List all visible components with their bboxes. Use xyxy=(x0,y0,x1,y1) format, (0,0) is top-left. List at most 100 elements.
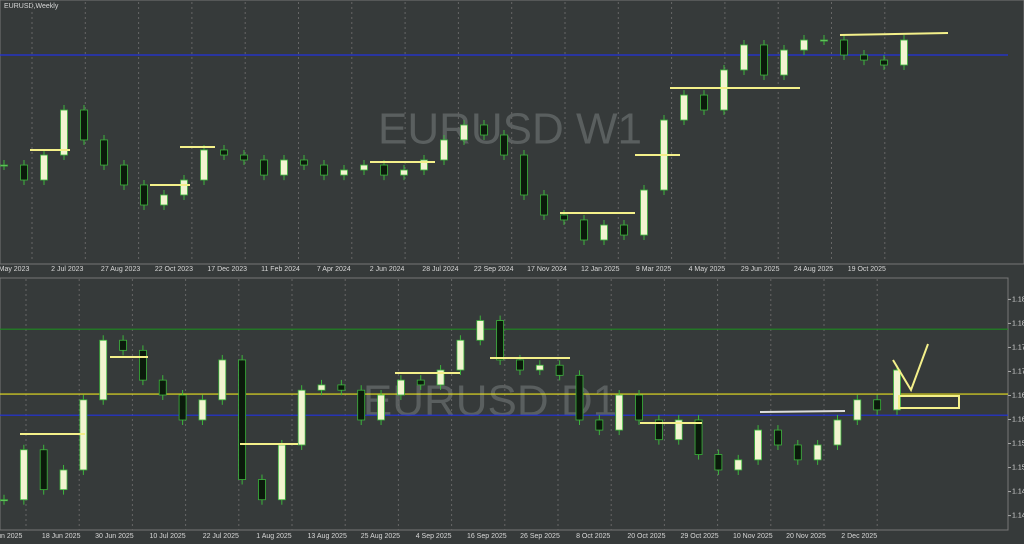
candle-body xyxy=(580,219,588,241)
candle-body xyxy=(420,159,428,171)
candle-body xyxy=(880,59,888,66)
candle-body xyxy=(360,164,368,171)
candle-body xyxy=(860,54,868,61)
candle-body xyxy=(654,419,663,441)
time-label: 2 Jun 2024 xyxy=(370,266,405,273)
candle-body xyxy=(600,224,608,241)
watermark: EURUSD W1 xyxy=(378,105,642,154)
candle-body xyxy=(380,164,388,176)
candle-body xyxy=(820,39,828,42)
candle-body xyxy=(198,399,207,421)
candle-body xyxy=(436,369,445,386)
time-label: May 2023 xyxy=(0,266,29,273)
candle-body xyxy=(357,389,366,421)
candle-body xyxy=(595,419,604,431)
time-label: 20 Oct 2025 xyxy=(627,533,665,540)
time-label: 8 Oct 2025 xyxy=(576,533,610,540)
time-label: 10 Jul 2025 xyxy=(149,533,185,540)
time-label: 1 Aug 2025 xyxy=(256,533,292,540)
time-label: 10 Nov 2025 xyxy=(733,533,773,540)
time-label: 22 Sep 2024 xyxy=(474,266,514,273)
candle-body xyxy=(160,194,168,206)
time-label: 19 Oct 2025 xyxy=(848,266,886,273)
time-label: 24 Aug 2025 xyxy=(794,266,833,273)
price-label: 1.185 xyxy=(1012,296,1024,303)
watermark: EURUSD D1 xyxy=(363,377,617,426)
time-label: 4 May 2025 xyxy=(689,266,726,273)
candle-body xyxy=(200,149,208,181)
candle-body xyxy=(258,479,266,501)
candle-body xyxy=(158,379,167,396)
candle-body xyxy=(39,449,48,491)
candle-body xyxy=(377,394,385,421)
candle-body xyxy=(300,159,308,166)
candle-body xyxy=(893,369,901,411)
candle-body xyxy=(840,39,848,56)
candle-body xyxy=(734,459,743,471)
candle-body xyxy=(853,399,862,421)
time-label: 13 Aug 2025 xyxy=(308,533,347,540)
price-label: 1.15 xyxy=(1012,464,1024,471)
candle-body xyxy=(833,419,842,446)
candle-body xyxy=(40,154,48,181)
candle-body xyxy=(60,109,68,156)
time-label: 17 Nov 2024 xyxy=(527,266,567,273)
candle-body xyxy=(456,339,465,371)
chart-title: EURUSD,Weekly xyxy=(4,3,59,10)
candle-body xyxy=(260,159,268,176)
price-label: 1.18 xyxy=(1012,320,1024,327)
time-label: 27 Aug 2023 xyxy=(101,266,140,273)
time-label: 9 Mar 2025 xyxy=(636,266,672,273)
candle-body xyxy=(555,364,564,376)
candle-body xyxy=(780,49,788,76)
candle-body xyxy=(100,139,108,166)
candle-body xyxy=(180,179,188,196)
price-label: 1.155 xyxy=(1012,440,1024,447)
daily-chart: Jun 2025 18 Jun 2025 30 Jun 2025 10 Jul 202… xyxy=(0,279,1024,540)
annotation xyxy=(759,410,846,413)
candle-body xyxy=(220,149,228,156)
candle-body xyxy=(500,134,508,156)
candle-body xyxy=(139,349,147,381)
candle-body xyxy=(760,44,768,76)
candle-body xyxy=(238,359,247,480)
candle-body xyxy=(59,469,68,491)
time-label: 30 Jun 2025 xyxy=(95,533,134,540)
time-label: 2 Jul 2023 xyxy=(51,266,83,273)
candle-body xyxy=(694,419,703,455)
candle-body xyxy=(277,444,286,501)
candle-body xyxy=(535,364,544,371)
candle-body xyxy=(774,429,782,446)
time-label: 7 Apr 2024 xyxy=(317,266,351,273)
candle-body xyxy=(416,379,425,386)
candle-body xyxy=(20,164,28,181)
candle-body xyxy=(297,389,306,446)
time-label: 18 Jun 2025 xyxy=(42,533,81,540)
weekly-chart: May 2023 2 Jul 2023 27 Aug 2023 22 Oct 2023… xyxy=(0,2,1008,273)
candle-body xyxy=(813,444,822,461)
candle-body xyxy=(700,94,708,111)
daily-panel xyxy=(0,277,1009,531)
price-label: 1.16 xyxy=(1012,416,1024,423)
time-label: 12 Jan 2025 xyxy=(581,266,620,273)
price-label: 1.14 xyxy=(1012,512,1024,519)
candle-body xyxy=(400,169,408,176)
time-label: 22 Jul 2025 xyxy=(203,533,239,540)
candle-body xyxy=(337,384,346,391)
candle-body xyxy=(740,44,748,71)
candle-body xyxy=(460,124,468,141)
annotations xyxy=(20,32,960,445)
candle-body xyxy=(620,224,628,236)
time-label: Jun 2025 xyxy=(0,533,23,540)
time-label: 17 Dec 2023 xyxy=(207,266,247,273)
candle-body xyxy=(516,359,524,371)
time-label: 26 Sep 2025 xyxy=(520,533,560,540)
candle-body xyxy=(99,339,108,401)
candle-body xyxy=(140,184,148,206)
candle-body xyxy=(0,499,8,502)
candle-body xyxy=(119,339,127,351)
weekly-panel xyxy=(0,0,1024,265)
candle-body xyxy=(178,394,187,421)
candle-body xyxy=(80,109,88,141)
